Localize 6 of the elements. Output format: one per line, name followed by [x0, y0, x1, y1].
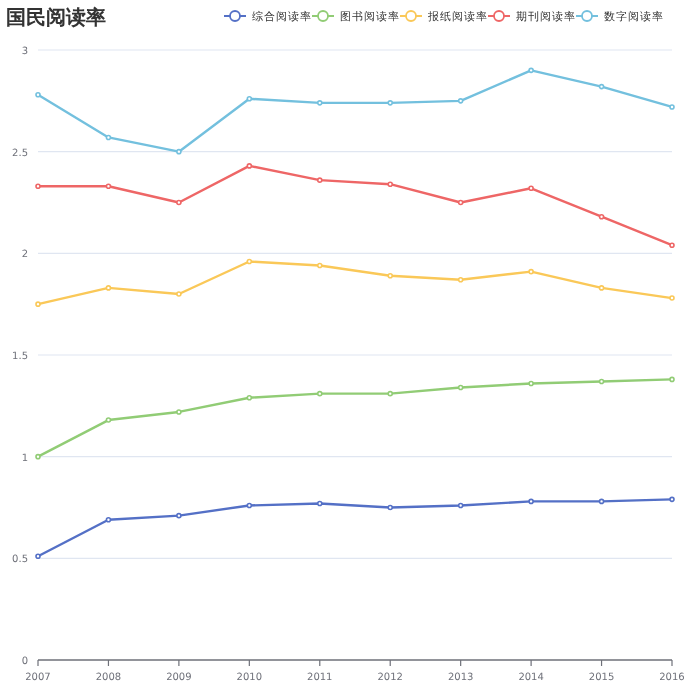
line-series	[35, 163, 675, 248]
line-series	[35, 496, 675, 560]
line-series	[35, 258, 675, 307]
chart-title: 国民阅读率	[6, 6, 106, 30]
line-series	[35, 67, 675, 155]
line-series	[35, 376, 675, 460]
